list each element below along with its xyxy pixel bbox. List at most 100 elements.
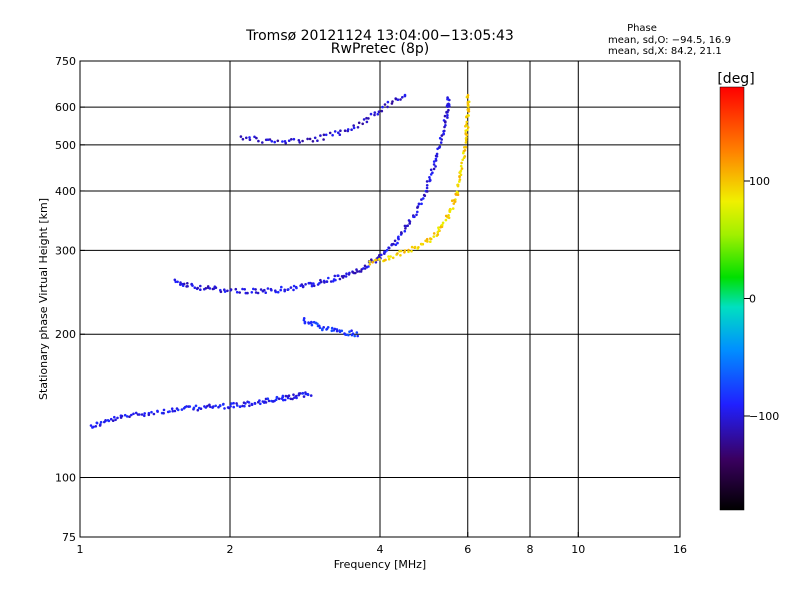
echo-point bbox=[344, 275, 348, 278]
echo-point bbox=[221, 403, 225, 406]
echo-point bbox=[386, 100, 390, 104]
echo-point bbox=[250, 291, 254, 294]
x-tick-label: 10 bbox=[571, 543, 585, 556]
echo-point bbox=[209, 405, 212, 409]
echo-point bbox=[399, 249, 403, 253]
echo-point bbox=[185, 405, 188, 408]
echo-point bbox=[147, 413, 151, 417]
echo-point bbox=[338, 277, 342, 281]
echo-point bbox=[114, 418, 117, 422]
echo-point bbox=[467, 110, 471, 113]
echo-point bbox=[257, 139, 260, 143]
echo-point bbox=[132, 412, 135, 416]
echo-point bbox=[313, 136, 317, 140]
echo-point bbox=[359, 270, 363, 273]
echo-point bbox=[397, 237, 400, 241]
echo-point bbox=[99, 423, 102, 426]
echo-point bbox=[270, 140, 274, 143]
echo-point bbox=[408, 220, 412, 223]
echo-point bbox=[407, 248, 410, 252]
echo-point bbox=[438, 145, 442, 148]
axes: 1 2 4 6 8 10 16 75 100 200 300 400 500 600 750 bbox=[55, 55, 687, 556]
echo-point bbox=[188, 405, 192, 408]
echo-point bbox=[429, 240, 432, 243]
stats-x-line: mean, sd,X: 84.2, 21.1 bbox=[608, 46, 722, 57]
echo-point bbox=[250, 403, 254, 407]
echo-point bbox=[321, 328, 324, 332]
echo-point bbox=[287, 288, 290, 291]
echo-point bbox=[143, 414, 146, 418]
echo-point bbox=[431, 171, 434, 174]
echo-point bbox=[113, 415, 116, 419]
echo-point bbox=[194, 404, 198, 408]
echo-point bbox=[247, 401, 251, 404]
echo-point bbox=[380, 253, 383, 257]
echo-point bbox=[295, 394, 298, 398]
echo-point bbox=[466, 95, 470, 99]
echo-point bbox=[318, 326, 322, 330]
echo-point bbox=[241, 137, 245, 141]
echo-point bbox=[356, 334, 360, 338]
echo-point bbox=[403, 229, 407, 233]
echo-point bbox=[432, 232, 436, 235]
echo-point bbox=[351, 271, 355, 274]
echo-point bbox=[381, 105, 384, 109]
echo-point bbox=[328, 131, 332, 135]
echo-point bbox=[331, 133, 334, 137]
echo-point bbox=[420, 243, 424, 246]
echo-point bbox=[432, 160, 436, 163]
echo-point bbox=[235, 290, 239, 294]
echo-point bbox=[422, 197, 425, 200]
echo-point bbox=[399, 98, 402, 101]
echo-point bbox=[371, 260, 374, 264]
echo-point bbox=[156, 409, 159, 413]
echo-point bbox=[425, 180, 429, 183]
echo-point bbox=[444, 218, 448, 222]
echo-point bbox=[348, 271, 351, 275]
chart-subtitle: RwPretec (8p) bbox=[331, 41, 429, 57]
echo-point bbox=[351, 332, 355, 336]
echo-point bbox=[186, 285, 189, 288]
echo-point bbox=[252, 287, 255, 291]
y-axis-label: Stationary phase Virtual Height [km] bbox=[37, 198, 50, 400]
x-tick-label: 8 bbox=[527, 543, 534, 556]
echo-point bbox=[218, 404, 222, 408]
echo-point bbox=[462, 151, 465, 155]
echo-point bbox=[232, 405, 235, 409]
echo-point bbox=[259, 402, 262, 406]
echo-point bbox=[404, 227, 407, 230]
echo-point bbox=[458, 175, 461, 179]
stats-heading: Phase bbox=[627, 23, 657, 34]
echo-point bbox=[123, 413, 127, 417]
echo-point bbox=[95, 421, 99, 425]
echo-point bbox=[464, 129, 468, 132]
x-tick-label: 16 bbox=[673, 543, 687, 556]
echo-point bbox=[264, 291, 268, 295]
echo-point bbox=[116, 416, 119, 420]
echo-point bbox=[425, 237, 429, 241]
echo-point bbox=[138, 413, 141, 416]
echo-point bbox=[337, 131, 340, 134]
echo-point bbox=[436, 233, 440, 236]
echo-point bbox=[306, 392, 310, 396]
echo-point bbox=[230, 402, 233, 405]
y-tick-label: 750 bbox=[55, 55, 76, 68]
echo-point bbox=[383, 103, 387, 106]
echo-point bbox=[325, 280, 329, 283]
echo-point bbox=[441, 223, 444, 227]
echo-point bbox=[311, 140, 315, 143]
echo-point bbox=[143, 412, 146, 415]
echo-point bbox=[416, 206, 419, 209]
echo-point bbox=[396, 252, 399, 255]
echo-point bbox=[140, 413, 144, 416]
echo-point bbox=[412, 215, 415, 219]
echo-point bbox=[387, 246, 391, 250]
echo-point bbox=[327, 276, 330, 280]
echo-point bbox=[204, 287, 208, 290]
echo-point bbox=[229, 405, 232, 408]
y-tick-label: 100 bbox=[55, 472, 76, 485]
echo-point bbox=[196, 408, 200, 412]
echo-point bbox=[277, 397, 281, 401]
echo-point bbox=[461, 158, 465, 162]
stats-o-line: mean, sd,O: −94.5, 16.9 bbox=[608, 35, 731, 46]
